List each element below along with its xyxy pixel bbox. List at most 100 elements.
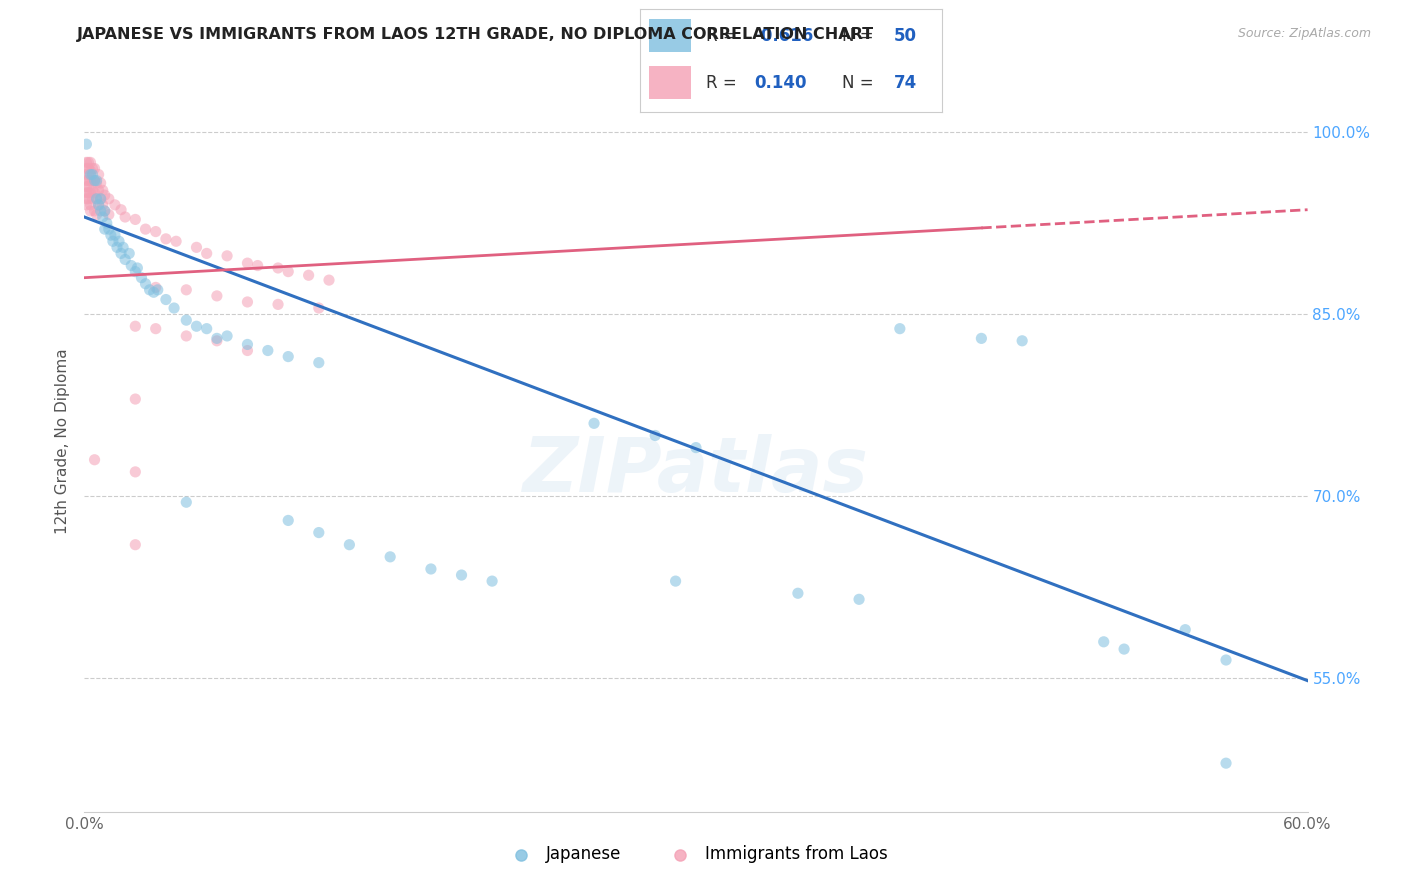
Point: [75, 161, 97, 176]
Y-axis label: 12th Grade, No Diploma: 12th Grade, No Diploma: [55, 349, 70, 534]
Point: [644, 428, 666, 442]
Point: [93, 188, 115, 202]
Point: [100, 228, 122, 243]
Point: [195, 246, 218, 260]
Point: [86, 176, 108, 190]
Point: [112, 240, 135, 254]
Point: [236, 337, 259, 351]
Point: [91, 210, 114, 224]
Point: [339, 538, 361, 552]
Point: [90, 176, 112, 190]
Point: [267, 297, 290, 311]
Point: [277, 513, 299, 527]
Point: [1215, 653, 1237, 667]
Point: [685, 441, 707, 455]
Point: [217, 329, 239, 343]
Text: N =: N =: [842, 74, 879, 92]
Point: [174, 283, 197, 297]
Text: R =: R =: [706, 27, 742, 45]
Point: [205, 331, 228, 345]
Point: [155, 293, 177, 307]
Point: [75, 179, 97, 194]
Point: [79, 168, 101, 182]
Point: [75, 155, 97, 169]
Point: [420, 562, 443, 576]
Text: 74: 74: [894, 74, 917, 92]
Point: [77, 155, 100, 169]
Text: N =: N =: [842, 27, 879, 45]
Point: [174, 329, 197, 343]
Point: [205, 334, 228, 348]
Point: [124, 538, 146, 552]
Point: [450, 568, 472, 582]
Point: [163, 301, 186, 315]
Point: [583, 417, 606, 431]
Point: [236, 343, 259, 358]
Point: [79, 186, 101, 200]
Point: [97, 222, 120, 236]
Point: [186, 240, 208, 254]
Point: [82, 183, 104, 197]
Point: [114, 210, 136, 224]
Text: R =: R =: [706, 74, 742, 92]
Point: [75, 198, 97, 212]
Point: [101, 234, 124, 248]
Point: [145, 225, 167, 239]
Point: [277, 350, 299, 364]
Point: [86, 208, 108, 222]
Point: [86, 173, 108, 187]
Point: [75, 192, 97, 206]
Point: [195, 321, 218, 335]
Point: [1174, 623, 1197, 637]
Point: [146, 283, 169, 297]
Point: [93, 203, 115, 218]
Point: [75, 173, 97, 187]
Point: [79, 173, 101, 187]
Point: [82, 173, 104, 187]
Point: [87, 183, 110, 197]
Point: [970, 331, 993, 345]
Point: [186, 319, 208, 334]
Point: [83, 173, 105, 187]
Point: [87, 168, 110, 182]
Point: [174, 495, 197, 509]
Point: [79, 203, 101, 218]
Text: 0.140: 0.140: [755, 74, 807, 92]
Point: [79, 155, 101, 169]
Point: [138, 283, 160, 297]
Point: [90, 203, 112, 218]
Point: [83, 161, 105, 176]
Point: [1114, 642, 1136, 657]
Point: [97, 208, 120, 222]
Point: [77, 192, 100, 206]
Point: [75, 186, 97, 200]
Point: [77, 186, 100, 200]
Point: [82, 168, 104, 182]
Point: [97, 192, 120, 206]
Point: [93, 222, 115, 236]
Point: [110, 246, 132, 260]
Point: [236, 295, 259, 310]
Point: [131, 270, 153, 285]
Point: [77, 179, 100, 194]
Text: -0.616: -0.616: [755, 27, 814, 45]
Point: [205, 289, 228, 303]
Point: [308, 301, 330, 315]
Point: [87, 198, 110, 212]
Point: [75, 168, 97, 182]
Point: [77, 161, 100, 176]
Point: [165, 234, 187, 248]
Point: [96, 216, 118, 230]
Point: [83, 452, 105, 467]
Point: [135, 222, 157, 236]
Point: [86, 192, 108, 206]
Point: [308, 356, 330, 370]
Point: [135, 277, 157, 291]
Point: [145, 280, 167, 294]
Point: [83, 186, 105, 200]
Point: [108, 234, 131, 248]
Text: Source: ZipAtlas.com: Source: ZipAtlas.com: [1237, 27, 1371, 40]
Point: [87, 198, 110, 212]
Point: [236, 256, 259, 270]
Point: [124, 212, 146, 227]
